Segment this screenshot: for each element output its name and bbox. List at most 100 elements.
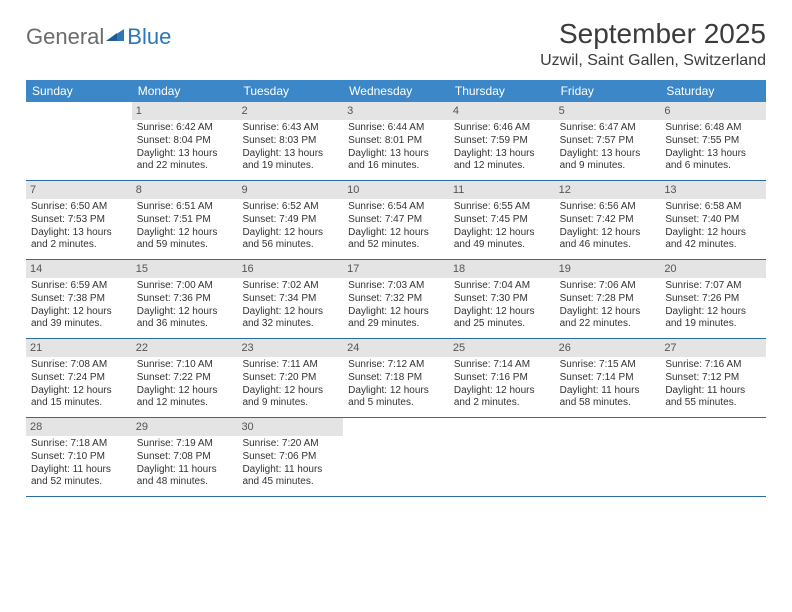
day-number: 17 xyxy=(343,260,449,278)
daylight-text: Daylight: 12 hours and 15 minutes. xyxy=(31,385,127,411)
sunset-text: Sunset: 7:49 PM xyxy=(242,214,338,227)
title-block: September 2025 Uzwil, Saint Gallen, Swit… xyxy=(540,18,766,70)
sunset-text: Sunset: 7:12 PM xyxy=(665,372,761,385)
day-cell: 6Sunrise: 6:48 AMSunset: 7:55 PMDaylight… xyxy=(660,102,766,180)
sunrise-text: Sunrise: 7:02 AM xyxy=(242,280,338,293)
day-cell: 23Sunrise: 7:11 AMSunset: 7:20 PMDayligh… xyxy=(237,339,343,417)
daylight-text: Daylight: 12 hours and 5 minutes. xyxy=(348,385,444,411)
month-title: September 2025 xyxy=(540,18,766,50)
sunrise-text: Sunrise: 7:12 AM xyxy=(348,359,444,372)
sunrise-text: Sunrise: 7:18 AM xyxy=(31,438,127,451)
sunrise-text: Sunrise: 6:52 AM xyxy=(242,201,338,214)
week-row: 7Sunrise: 6:50 AMSunset: 7:53 PMDaylight… xyxy=(26,181,766,260)
day-number: 24 xyxy=(343,339,449,357)
daylight-text: Daylight: 11 hours and 48 minutes. xyxy=(137,464,233,490)
day-cell: 19Sunrise: 7:06 AMSunset: 7:28 PMDayligh… xyxy=(555,260,661,338)
daylight-text: Daylight: 12 hours and 52 minutes. xyxy=(348,227,444,253)
sunset-text: Sunset: 7:51 PM xyxy=(137,214,233,227)
sunset-text: Sunset: 8:01 PM xyxy=(348,135,444,148)
sunrise-text: Sunrise: 7:03 AM xyxy=(348,280,444,293)
weekday-monday: Monday xyxy=(132,80,238,102)
day-number: 28 xyxy=(26,418,132,436)
daylight-text: Daylight: 12 hours and 56 minutes. xyxy=(242,227,338,253)
logo-flag-icon xyxy=(106,27,126,48)
sunset-text: Sunset: 7:26 PM xyxy=(665,293,761,306)
day-cell: 30Sunrise: 7:20 AMSunset: 7:06 PMDayligh… xyxy=(237,418,343,496)
day-number: 3 xyxy=(343,102,449,120)
sunrise-text: Sunrise: 6:56 AM xyxy=(560,201,656,214)
day-number: 11 xyxy=(449,181,555,199)
sunrise-text: Sunrise: 6:47 AM xyxy=(560,122,656,135)
daylight-text: Daylight: 13 hours and 12 minutes. xyxy=(454,148,550,174)
sunset-text: Sunset: 7:42 PM xyxy=(560,214,656,227)
sunrise-text: Sunrise: 6:51 AM xyxy=(137,201,233,214)
sunset-text: Sunset: 7:06 PM xyxy=(242,451,338,464)
sunset-text: Sunset: 7:20 PM xyxy=(242,372,338,385)
sunrise-text: Sunrise: 6:48 AM xyxy=(665,122,761,135)
weekday-tuesday: Tuesday xyxy=(237,80,343,102)
sunrise-text: Sunrise: 7:08 AM xyxy=(31,359,127,372)
weekday-saturday: Saturday xyxy=(660,80,766,102)
day-number: 18 xyxy=(449,260,555,278)
day-number: 10 xyxy=(343,181,449,199)
day-cell: 15Sunrise: 7:00 AMSunset: 7:36 PMDayligh… xyxy=(132,260,238,338)
day-number: 6 xyxy=(660,102,766,120)
sunrise-text: Sunrise: 7:19 AM xyxy=(137,438,233,451)
header: General Blue September 2025 Uzwil, Saint… xyxy=(26,18,766,70)
sunrise-text: Sunrise: 7:16 AM xyxy=(665,359,761,372)
sunset-text: Sunset: 7:22 PM xyxy=(137,372,233,385)
day-number: 8 xyxy=(132,181,238,199)
day-number: 1 xyxy=(132,102,238,120)
daylight-text: Daylight: 11 hours and 45 minutes. xyxy=(242,464,338,490)
calendar: SundayMondayTuesdayWednesdayThursdayFrid… xyxy=(26,80,766,497)
day-cell: 20Sunrise: 7:07 AMSunset: 7:26 PMDayligh… xyxy=(660,260,766,338)
daylight-text: Daylight: 12 hours and 59 minutes. xyxy=(137,227,233,253)
day-cell: 27Sunrise: 7:16 AMSunset: 7:12 PMDayligh… xyxy=(660,339,766,417)
daylight-text: Daylight: 13 hours and 2 minutes. xyxy=(31,227,127,253)
week-row: 1Sunrise: 6:42 AMSunset: 8:04 PMDaylight… xyxy=(26,102,766,181)
daylight-text: Daylight: 11 hours and 52 minutes. xyxy=(31,464,127,490)
sunset-text: Sunset: 7:28 PM xyxy=(560,293,656,306)
day-number: 7 xyxy=(26,181,132,199)
day-number: 25 xyxy=(449,339,555,357)
day-number: 13 xyxy=(660,181,766,199)
day-number: 29 xyxy=(132,418,238,436)
weeks-container: 1Sunrise: 6:42 AMSunset: 8:04 PMDaylight… xyxy=(26,102,766,497)
sunrise-text: Sunrise: 6:54 AM xyxy=(348,201,444,214)
sunrise-text: Sunrise: 6:58 AM xyxy=(665,201,761,214)
daylight-text: Daylight: 12 hours and 12 minutes. xyxy=(137,385,233,411)
week-row: 14Sunrise: 6:59 AMSunset: 7:38 PMDayligh… xyxy=(26,260,766,339)
day-cell: 22Sunrise: 7:10 AMSunset: 7:22 PMDayligh… xyxy=(132,339,238,417)
day-cell: 11Sunrise: 6:55 AMSunset: 7:45 PMDayligh… xyxy=(449,181,555,259)
sunrise-text: Sunrise: 6:44 AM xyxy=(348,122,444,135)
day-cell: 21Sunrise: 7:08 AMSunset: 7:24 PMDayligh… xyxy=(26,339,132,417)
daylight-text: Daylight: 12 hours and 19 minutes. xyxy=(665,306,761,332)
day-cell: 28Sunrise: 7:18 AMSunset: 7:10 PMDayligh… xyxy=(26,418,132,496)
daylight-text: Daylight: 11 hours and 58 minutes. xyxy=(560,385,656,411)
day-cell: 1Sunrise: 6:42 AMSunset: 8:04 PMDaylight… xyxy=(132,102,238,180)
day-cell: 14Sunrise: 6:59 AMSunset: 7:38 PMDayligh… xyxy=(26,260,132,338)
sunset-text: Sunset: 7:36 PM xyxy=(137,293,233,306)
daylight-text: Daylight: 12 hours and 32 minutes. xyxy=(242,306,338,332)
day-cell: 29Sunrise: 7:19 AMSunset: 7:08 PMDayligh… xyxy=(132,418,238,496)
daylight-text: Daylight: 11 hours and 55 minutes. xyxy=(665,385,761,411)
sunrise-text: Sunrise: 6:42 AM xyxy=(137,122,233,135)
day-number: 15 xyxy=(132,260,238,278)
week-row: 21Sunrise: 7:08 AMSunset: 7:24 PMDayligh… xyxy=(26,339,766,418)
day-cell: 9Sunrise: 6:52 AMSunset: 7:49 PMDaylight… xyxy=(237,181,343,259)
sunrise-text: Sunrise: 7:20 AM xyxy=(242,438,338,451)
sunset-text: Sunset: 7:16 PM xyxy=(454,372,550,385)
sunrise-text: Sunrise: 7:14 AM xyxy=(454,359,550,372)
sunset-text: Sunset: 7:18 PM xyxy=(348,372,444,385)
logo-text-blue: Blue xyxy=(127,24,171,50)
sunrise-text: Sunrise: 6:55 AM xyxy=(454,201,550,214)
daylight-text: Daylight: 13 hours and 22 minutes. xyxy=(137,148,233,174)
daylight-text: Daylight: 12 hours and 46 minutes. xyxy=(560,227,656,253)
day-cell: 5Sunrise: 6:47 AMSunset: 7:57 PMDaylight… xyxy=(555,102,661,180)
day-cell: 24 Sunrise: 7:12 AMSunset: 7:18 PMDayligh… xyxy=(343,339,449,417)
sunset-text: Sunset: 7:24 PM xyxy=(31,372,127,385)
day-number: 19 xyxy=(555,260,661,278)
daylight-text: Daylight: 12 hours and 39 minutes. xyxy=(31,306,127,332)
sunset-text: Sunset: 7:47 PM xyxy=(348,214,444,227)
day-cell: 3Sunrise: 6:44 AMSunset: 8:01 PMDaylight… xyxy=(343,102,449,180)
